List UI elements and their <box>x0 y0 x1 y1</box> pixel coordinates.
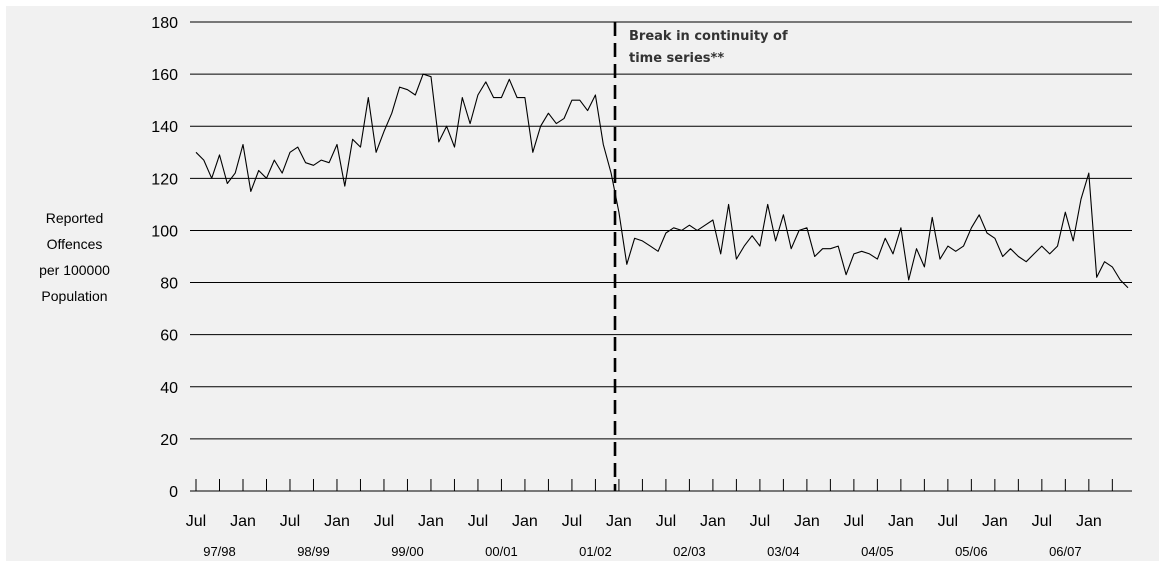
x-month-label: Jan <box>324 513 350 530</box>
x-month-label: Jul <box>844 513 864 530</box>
x-month-label: Jan <box>230 513 256 530</box>
break-annotation: time series** <box>629 51 724 66</box>
series-group <box>195 73 1129 289</box>
x-month-label: Jan <box>512 513 538 530</box>
x-month-label: Jan <box>982 513 1008 530</box>
y-axis-label-line: Offences <box>46 236 103 252</box>
y-tick-label: 100 <box>151 223 178 240</box>
x-month-label: Jul <box>280 513 300 530</box>
break-annotation: Break in continuity of <box>629 29 788 44</box>
x-year-label: 99/00 <box>391 544 424 559</box>
chart-frame <box>6 6 1159 561</box>
x-month-label: Jan <box>1076 513 1102 530</box>
x-month-label: Jan <box>700 513 726 530</box>
y-axis-label: Reported Offences per 100000 Population <box>22 205 127 309</box>
gridlines <box>190 21 1132 492</box>
x-month-label: Jul <box>750 513 770 530</box>
x-year-label: 97/98 <box>203 544 236 559</box>
y-tick-label: 20 <box>160 432 178 449</box>
x-month-label: Jul <box>186 513 206 530</box>
x-month-label: Jul <box>938 513 958 530</box>
series-break: Break in continuity of time series** <box>613 22 788 491</box>
x-year-label: 00/01 <box>485 544 518 559</box>
x-year-label: 05/06 <box>955 544 988 559</box>
y-tick-label: 60 <box>160 328 178 345</box>
y-axis-label-line: per 100000 <box>39 262 110 278</box>
x-axis: Jul Jan Jul Jan Jul Jan Jul Jan Jul Jan Jul Jan Jul J… <box>186 479 1113 559</box>
x-month-label: Jul <box>656 513 676 530</box>
x-month-label: Jul <box>562 513 582 530</box>
series-line <box>195 73 1129 289</box>
x-month-label: Jul <box>468 513 488 530</box>
y-tick-label: 0 <box>169 484 178 501</box>
x-year-label: 06/07 <box>1049 544 1082 559</box>
y-tick-label: 40 <box>160 380 178 397</box>
y-tick-label: 160 <box>151 67 178 84</box>
y-tick-label: 80 <box>160 276 178 293</box>
x-year-label: 98/99 <box>297 544 330 559</box>
x-month-label: Jan <box>418 513 444 530</box>
y-axis-ticks: 0 20 40 60 80 100 120 140 160 180 <box>151 15 178 501</box>
x-year-label: 01/02 <box>579 544 612 559</box>
y-tick-label: 120 <box>151 171 178 188</box>
x-year-label: 04/05 <box>861 544 894 559</box>
x-month-label: Jan <box>794 513 820 530</box>
y-axis-label-line: Reported <box>45 210 104 226</box>
y-tick-label: 180 <box>151 15 178 32</box>
y-tick-label: 140 <box>151 119 178 136</box>
x-month-label: Jul <box>1032 513 1052 530</box>
x-month-label: Jan <box>606 513 632 530</box>
x-year-label: 02/03 <box>673 544 706 559</box>
x-year-label: 03/04 <box>767 544 800 559</box>
x-month-label: Jan <box>888 513 914 530</box>
x-month-label: Jul <box>374 513 394 530</box>
y-axis-label-line: Population <box>41 288 108 304</box>
